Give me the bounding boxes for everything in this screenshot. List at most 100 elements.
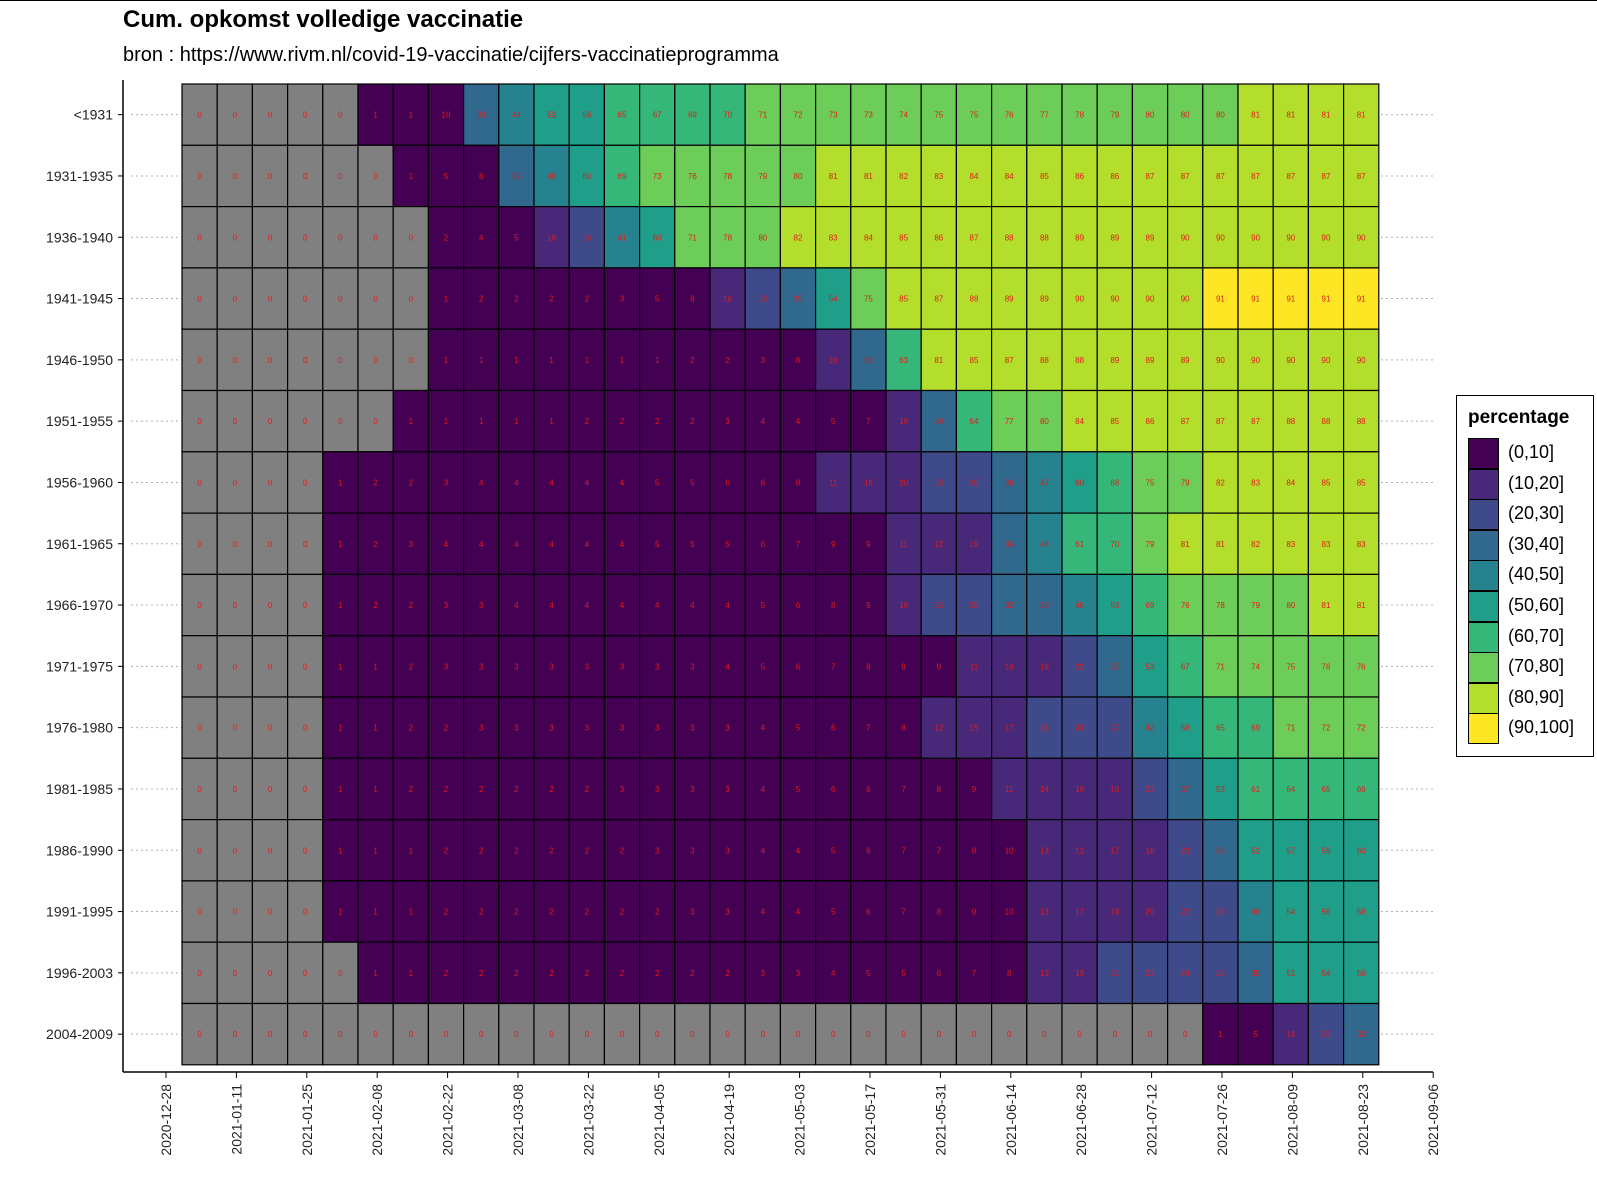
cell-value-label: 9 bbox=[901, 662, 906, 671]
cell-value-label: 0 bbox=[268, 601, 273, 610]
cell-value-label: 72 bbox=[794, 111, 803, 120]
heatmap-cell bbox=[1272, 451, 1309, 514]
cell-value-label: 0 bbox=[268, 1030, 273, 1039]
cell-value-label: 5 bbox=[761, 601, 766, 610]
x-tick-label: 2021-01-11 bbox=[228, 1084, 244, 1155]
cell-value-label: 0 bbox=[303, 478, 308, 487]
heatmap-cell bbox=[814, 1002, 852, 1066]
heatmap-cell bbox=[744, 880, 782, 943]
legend-item: (80,90] bbox=[1468, 682, 1590, 714]
cell-value-label: 85 bbox=[1357, 478, 1366, 487]
cell-value-label: 8 bbox=[479, 172, 484, 181]
cell-value-label: 86 bbox=[1075, 172, 1084, 181]
chart-subtitle: bron : https://www.rivm.nl/covid-19-vacc… bbox=[123, 44, 779, 66]
heatmap-cell bbox=[674, 941, 711, 1005]
heatmap-cell bbox=[251, 635, 289, 698]
heatmap-cell bbox=[638, 144, 676, 208]
heatmap-cell bbox=[251, 512, 289, 575]
heatmap-cell bbox=[920, 512, 958, 575]
cell-value-label: 6 bbox=[831, 785, 836, 794]
x-tick-label: 2021-04-19 bbox=[721, 1084, 737, 1156]
cell-value-label: 1 bbox=[409, 172, 414, 181]
cell-value-label: 3 bbox=[655, 846, 660, 855]
cell-value-label: 44 bbox=[512, 111, 521, 120]
heatmap-cell bbox=[814, 880, 852, 943]
cell-value-label: 81 bbox=[829, 172, 838, 181]
heatmap-cell bbox=[322, 83, 359, 146]
heatmap-cell bbox=[1096, 696, 1133, 759]
y-tick-label: 1946-1950 bbox=[46, 352, 113, 368]
legend-swatch bbox=[1468, 560, 1499, 592]
cell-value-label: 37 bbox=[1110, 662, 1119, 671]
cell-value-label: 3 bbox=[655, 785, 660, 794]
cell-value-label: 8 bbox=[1007, 969, 1012, 978]
cell-value-label: 0 bbox=[268, 785, 273, 794]
heatmap-cell bbox=[181, 1002, 218, 1066]
cell-value-label: 90 bbox=[1251, 356, 1260, 365]
cell-value-label: 0 bbox=[303, 172, 308, 181]
cell-value-label: 0 bbox=[268, 172, 273, 181]
cell-value-label: 2 bbox=[444, 785, 449, 794]
cell-value-label: 0 bbox=[268, 417, 273, 426]
cell-value-label: 0 bbox=[233, 908, 238, 917]
cell-value-label: 89 bbox=[1075, 233, 1084, 242]
y-tick-label: 1976-1980 bbox=[46, 720, 113, 736]
heatmap-cell bbox=[990, 206, 1028, 269]
cell-value-label: 3 bbox=[585, 662, 590, 671]
cell-value-label: 69 bbox=[1251, 724, 1260, 733]
cell-value-label: 9 bbox=[866, 540, 871, 549]
cell-value-label: 14 bbox=[1040, 785, 1049, 794]
y-tick-label: 1971-1975 bbox=[46, 658, 113, 674]
cell-value-label: 0 bbox=[233, 417, 238, 426]
heatmap-cell bbox=[392, 83, 430, 146]
heatmap-cell bbox=[850, 144, 887, 208]
heatmap-cell bbox=[463, 83, 500, 146]
cell-value-label: 85 bbox=[1322, 478, 1331, 487]
cell-value-label: 39 bbox=[934, 417, 943, 426]
heatmap-cell bbox=[427, 818, 465, 882]
cell-value-label: 58 bbox=[1181, 724, 1190, 733]
cell-value-label: 1 bbox=[409, 969, 414, 978]
cell-value-label: 22 bbox=[1181, 908, 1190, 917]
x-tick-label: 2021-03-22 bbox=[580, 1084, 596, 1156]
heatmap-cell bbox=[674, 635, 711, 698]
cell-value-label: 0 bbox=[233, 111, 238, 120]
heatmap-cell bbox=[322, 328, 359, 392]
heatmap-cell bbox=[850, 206, 887, 269]
cell-value-label: 21 bbox=[1040, 724, 1049, 733]
heatmap-cell bbox=[322, 880, 359, 943]
cell-value-label: 2 bbox=[655, 417, 660, 426]
cell-value-label: 0 bbox=[303, 417, 308, 426]
heatmap-cell bbox=[955, 451, 993, 514]
cell-value-label: 2 bbox=[514, 908, 519, 917]
heatmap-cell bbox=[850, 818, 887, 882]
cell-value-label: 7 bbox=[937, 846, 942, 855]
heatmap-cell bbox=[1026, 389, 1063, 453]
cell-value-label: 75 bbox=[934, 111, 943, 120]
heatmap-cell bbox=[885, 696, 922, 759]
heatmap-cell bbox=[463, 328, 500, 392]
heatmap-cell bbox=[920, 696, 958, 759]
heatmap-cell bbox=[955, 1002, 993, 1066]
cell-value-label: 75 bbox=[1146, 478, 1155, 487]
cell-value-label: 45 bbox=[1075, 601, 1084, 610]
heatmap-cell bbox=[1237, 757, 1274, 821]
cell-value-label: 82 bbox=[1216, 478, 1225, 487]
cell-value-label: 81 bbox=[1322, 111, 1331, 120]
cell-value-label: 48 bbox=[547, 172, 556, 181]
cell-value-label: 90 bbox=[1181, 295, 1190, 304]
legend-item: (70,80] bbox=[1468, 652, 1590, 684]
cell-value-label: 4 bbox=[725, 662, 730, 671]
heatmap-cell bbox=[463, 206, 500, 269]
cell-value-label: 11 bbox=[1005, 785, 1014, 794]
cell-value-label: 54 bbox=[1286, 908, 1295, 917]
heatmap-cell bbox=[1202, 757, 1239, 821]
heatmap-cell bbox=[287, 328, 324, 392]
cell-value-label: 4 bbox=[479, 540, 484, 549]
heatmap-cell bbox=[603, 941, 641, 1005]
cell-value-label: 5 bbox=[831, 846, 836, 855]
cell-value-label: 4 bbox=[585, 601, 590, 610]
cell-value-label: 4 bbox=[761, 724, 766, 733]
cell-value-label: 9 bbox=[972, 908, 977, 917]
heatmap-cell bbox=[674, 144, 711, 208]
